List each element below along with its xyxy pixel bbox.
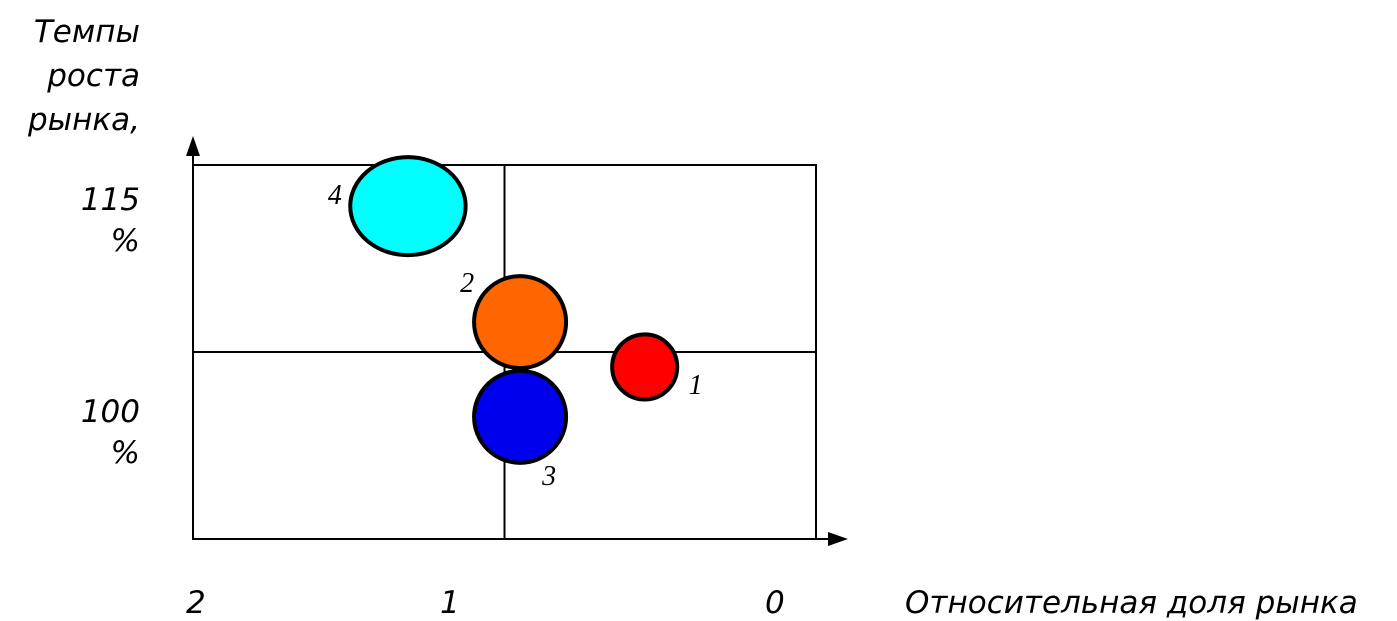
y-tick-label: 100 [80, 394, 140, 430]
y-tick-label: 115 [80, 182, 140, 218]
y-axis-arrow-icon [186, 136, 200, 156]
x-axis-arrow-icon [828, 532, 848, 546]
y-axis-title-line: Темпы [33, 14, 140, 50]
y-tick-unit: % [110, 223, 140, 259]
x-tick-0: 0 [765, 585, 785, 621]
y-axis-title-line: роста [47, 58, 140, 94]
x-tick-2: 2 [186, 585, 206, 621]
y-tick-100: 100 % [0, 392, 140, 474]
bubble-label-1: 1 [689, 370, 703, 401]
y-tick-unit: % [110, 435, 140, 471]
y-axis-title-line: рынка, [28, 102, 140, 138]
bubbles-group: 1 2 3 4 [328, 155, 703, 492]
bubble-3 [472, 368, 569, 465]
x-tick-1: 1 [440, 585, 460, 621]
bubble-4 [348, 155, 468, 258]
bubble-label-2: 2 [460, 268, 474, 299]
y-tick-115: 115 % [0, 180, 140, 262]
x-axis-title: Относительная доля рынка [905, 585, 1358, 621]
bubble-label-4: 4 [328, 180, 342, 211]
y-axis-title: Темпы роста рынка, [0, 10, 140, 142]
bubble-2 [472, 274, 569, 371]
bubble-1 [610, 332, 680, 402]
bubble-label-3: 3 [541, 461, 556, 492]
